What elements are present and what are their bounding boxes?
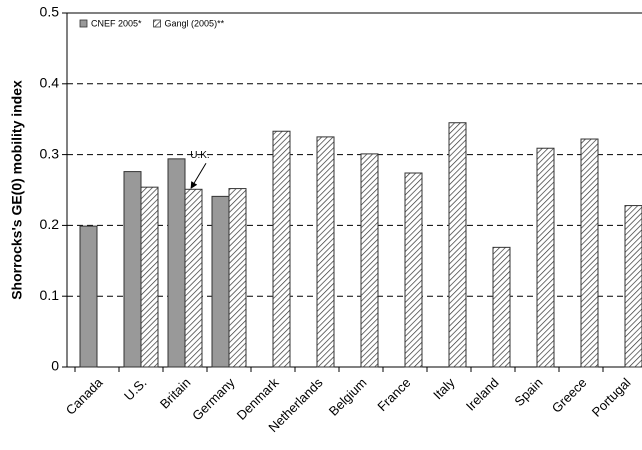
x-tick-label: Greece	[549, 375, 590, 416]
x-tick-label: Belgium	[326, 375, 370, 419]
y-tick-label: 0.4	[40, 75, 60, 91]
bar	[123, 171, 142, 368]
x-tick-label: Britain	[157, 375, 194, 412]
bar	[184, 188, 203, 368]
bar	[228, 188, 247, 368]
legend-label: CNEF 2005*	[91, 18, 142, 28]
annotation-arrow	[190, 163, 207, 189]
x-tick-label: U.S.	[121, 375, 149, 403]
y-tick-label: 0.2	[40, 216, 60, 232]
bar	[448, 122, 467, 368]
annotation: U.K.	[190, 150, 209, 161]
x-tick-label: France	[374, 375, 413, 414]
x-tick-label: Ireland	[463, 375, 502, 414]
bar	[404, 172, 423, 368]
y-tick-label: 0	[51, 358, 59, 374]
legend-swatch	[79, 19, 88, 28]
bar	[360, 153, 379, 368]
bar	[140, 186, 159, 368]
bar	[580, 138, 599, 368]
bar	[272, 130, 291, 368]
legend-label: Gangl (2005)**	[165, 18, 225, 28]
y-axis-label: Shorrocks's GE(0) mobility index	[9, 80, 25, 300]
x-tick-label: Portugal	[589, 375, 634, 420]
x-tick-label: Canada	[63, 374, 106, 417]
y-tick-label: 0.1	[40, 287, 60, 303]
bar	[316, 136, 335, 368]
bar	[167, 158, 186, 368]
bar	[536, 147, 555, 368]
bar	[624, 205, 642, 368]
legend-swatch	[153, 19, 161, 28]
x-tick-label: Germany	[189, 375, 238, 424]
y-tick-label: 0.5	[40, 4, 60, 20]
bar	[211, 195, 230, 368]
x-tick-label: Spain	[511, 375, 545, 409]
bar	[492, 246, 511, 368]
y-tick-label: 0.3	[40, 145, 60, 161]
x-tick-label: Italy	[430, 375, 458, 403]
bar	[79, 225, 98, 368]
